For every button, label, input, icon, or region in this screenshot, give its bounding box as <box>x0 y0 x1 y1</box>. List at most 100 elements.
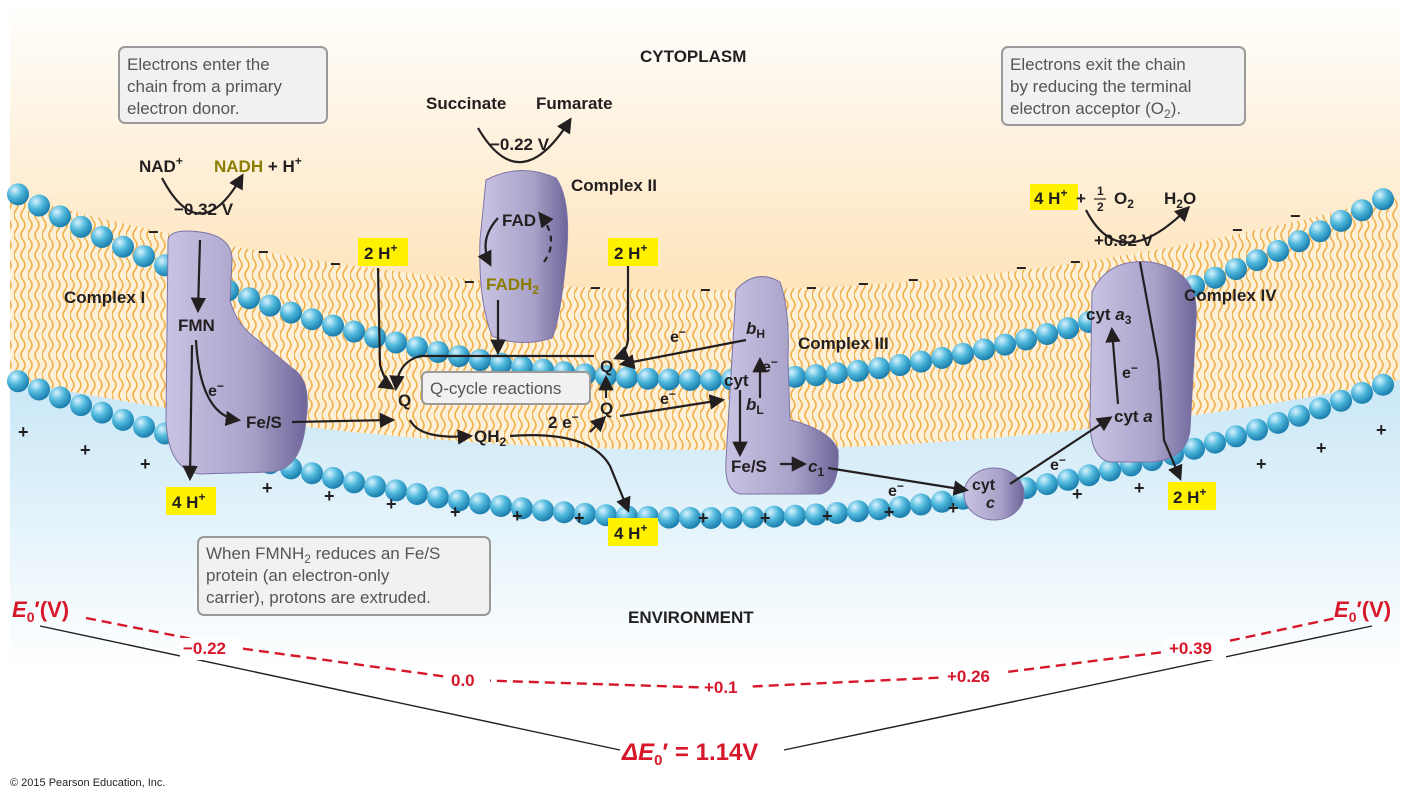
lipid-head-bead <box>1330 209 1352 232</box>
potential-bg-4 <box>944 666 1006 688</box>
potential-axis-right: E0′(V) <box>1334 597 1391 625</box>
positive-charge: + <box>140 454 151 474</box>
lipid-head-bead <box>1351 381 1373 404</box>
lipid-head-bead <box>1183 437 1205 460</box>
cyt-a3-label: cyt a3 <box>1086 305 1132 327</box>
positive-charge: + <box>822 506 833 526</box>
callout-fmnh2-line3: carrier), protons are extruded. <box>206 588 431 607</box>
potential-value-4: +0.26 <box>947 667 990 686</box>
lipid-head-bead <box>343 471 365 494</box>
potential-scale: −0.22 0.0 +0.1 +0.26 +0.39 E0′(V) E0′(V)… <box>12 597 1391 769</box>
membrane-charges: + + + + + + + + + + + + + + + + + + + − − − − − − − − − − − − − <box>18 206 1387 528</box>
positive-charge: + <box>1256 454 1267 474</box>
complex-i-fes-label: Fe/S <box>246 413 282 432</box>
callout-enter-line2: chain from a primary <box>127 77 282 96</box>
lipid-head-bead <box>490 494 512 517</box>
potential-bg-5 <box>1166 638 1226 660</box>
lipid-head-bead <box>931 346 953 369</box>
proton-box-2h-right <box>608 238 658 266</box>
lipid-head-bead <box>427 340 449 363</box>
proton-label-4h-complex-i: 4 H+ <box>172 490 205 512</box>
lipid-head-bead <box>301 462 323 485</box>
lipid-head-bead <box>1246 418 1268 441</box>
lipid-head-bead <box>1288 230 1310 253</box>
potential-value-1: −0.22 <box>183 639 226 658</box>
lipid-head-bead <box>1372 188 1394 211</box>
positive-charge: + <box>450 502 461 522</box>
lipid-head-bead <box>1267 239 1289 262</box>
cytc-cyta-electron: e− <box>1050 453 1066 474</box>
lipid-head-bead <box>1351 199 1373 222</box>
bh-to-q-arrow <box>618 338 747 370</box>
complex-i-electron: e− <box>208 379 224 400</box>
lipid-head-bead <box>448 489 470 512</box>
positive-charge: + <box>698 508 709 528</box>
lipid-head-bead <box>301 308 323 331</box>
complex-iii-label: Complex III <box>798 334 889 353</box>
lipid-head-bead <box>1225 258 1247 281</box>
lipid-head-bead <box>1225 425 1247 448</box>
callout-exit: Electrons exit the chain by reducing the… <box>1001 46 1246 126</box>
proton-box-4h-complex-i <box>166 487 216 515</box>
qh2-label: QH2 <box>474 427 507 449</box>
lipid-head-bead <box>1267 411 1289 434</box>
callout-enter-line1: Electrons enter the <box>127 55 270 74</box>
lipid-head-bead <box>700 506 722 529</box>
positive-charge: + <box>386 494 397 514</box>
potential-value-5: +0.39 <box>1169 639 1212 658</box>
complex-iv-plus-sign: + <box>1076 189 1086 208</box>
complex-i-label: Complex I <box>64 288 145 307</box>
callout-fmnh2-line2: protein (an electron-only <box>206 566 390 585</box>
lipid-head-bead <box>1057 468 1079 491</box>
lipid-head-bead <box>364 475 386 498</box>
electron-flow-arrows <box>161 117 1191 513</box>
lipid-head-bead <box>1057 317 1079 340</box>
potential-bg-3 <box>700 677 748 699</box>
negative-charge: − <box>1070 252 1081 272</box>
q-left-label: Q <box>398 391 411 410</box>
fmn-in-arrow <box>190 239 207 314</box>
half-numerator: 1 <box>1097 184 1104 198</box>
callout-fmnh2: When FMNH2 reduces an Fe/S protein (an e… <box>197 536 491 616</box>
qcycle-box <box>421 371 591 405</box>
lipid-head-bead <box>1372 373 1394 396</box>
lipid-head-bead <box>700 368 722 391</box>
lipid-head-bead <box>1099 459 1121 482</box>
lipid-head-bead <box>1288 404 1310 427</box>
lipid-head-bead <box>910 350 932 373</box>
q-to-bl-arrow <box>619 394 726 418</box>
negative-charge: − <box>148 222 159 242</box>
lipid-head-bead <box>406 482 428 505</box>
lipid-head-bead <box>7 370 29 393</box>
complex-iii-cyt-label: cyt <box>724 371 749 390</box>
complex-ii-protein <box>479 169 569 343</box>
lipid-head-bead <box>112 235 134 258</box>
negative-charge: − <box>258 242 269 262</box>
lipid-head-bead <box>910 493 932 516</box>
proton-label-2h-left: 2 H+ <box>364 241 397 263</box>
fmn-label: FMN <box>178 316 215 335</box>
lipid-head-bead <box>847 359 869 382</box>
positive-charge: + <box>1072 484 1083 504</box>
cytc-cyt-label: cyt <box>972 477 996 494</box>
lipid-head-bead <box>427 486 449 509</box>
positive-charge: + <box>1316 438 1327 458</box>
lipid-head-bead <box>616 366 638 389</box>
delta-right-line <box>783 625 1373 751</box>
cyt-a-label: cyt a <box>1114 407 1153 426</box>
negative-charge: − <box>1232 220 1243 240</box>
lipid-head-bead <box>847 500 869 523</box>
lipid-head-bead <box>658 506 680 529</box>
lipid-head-bead <box>70 215 92 238</box>
complex-iv-proton-arrow <box>1158 379 1183 481</box>
complex-iv-4h-box <box>1030 184 1078 210</box>
negative-charge: − <box>330 254 341 274</box>
nad-plus-label: NAD+ <box>139 154 183 176</box>
negative-charge: − <box>806 278 817 298</box>
lipid-head-bead <box>784 365 806 388</box>
lipid-head-bead <box>1078 464 1100 487</box>
lipid-head-bead <box>49 205 71 228</box>
potential-bg-2 <box>446 670 490 692</box>
negative-charge: − <box>908 270 919 290</box>
positive-charge: + <box>1134 478 1145 498</box>
